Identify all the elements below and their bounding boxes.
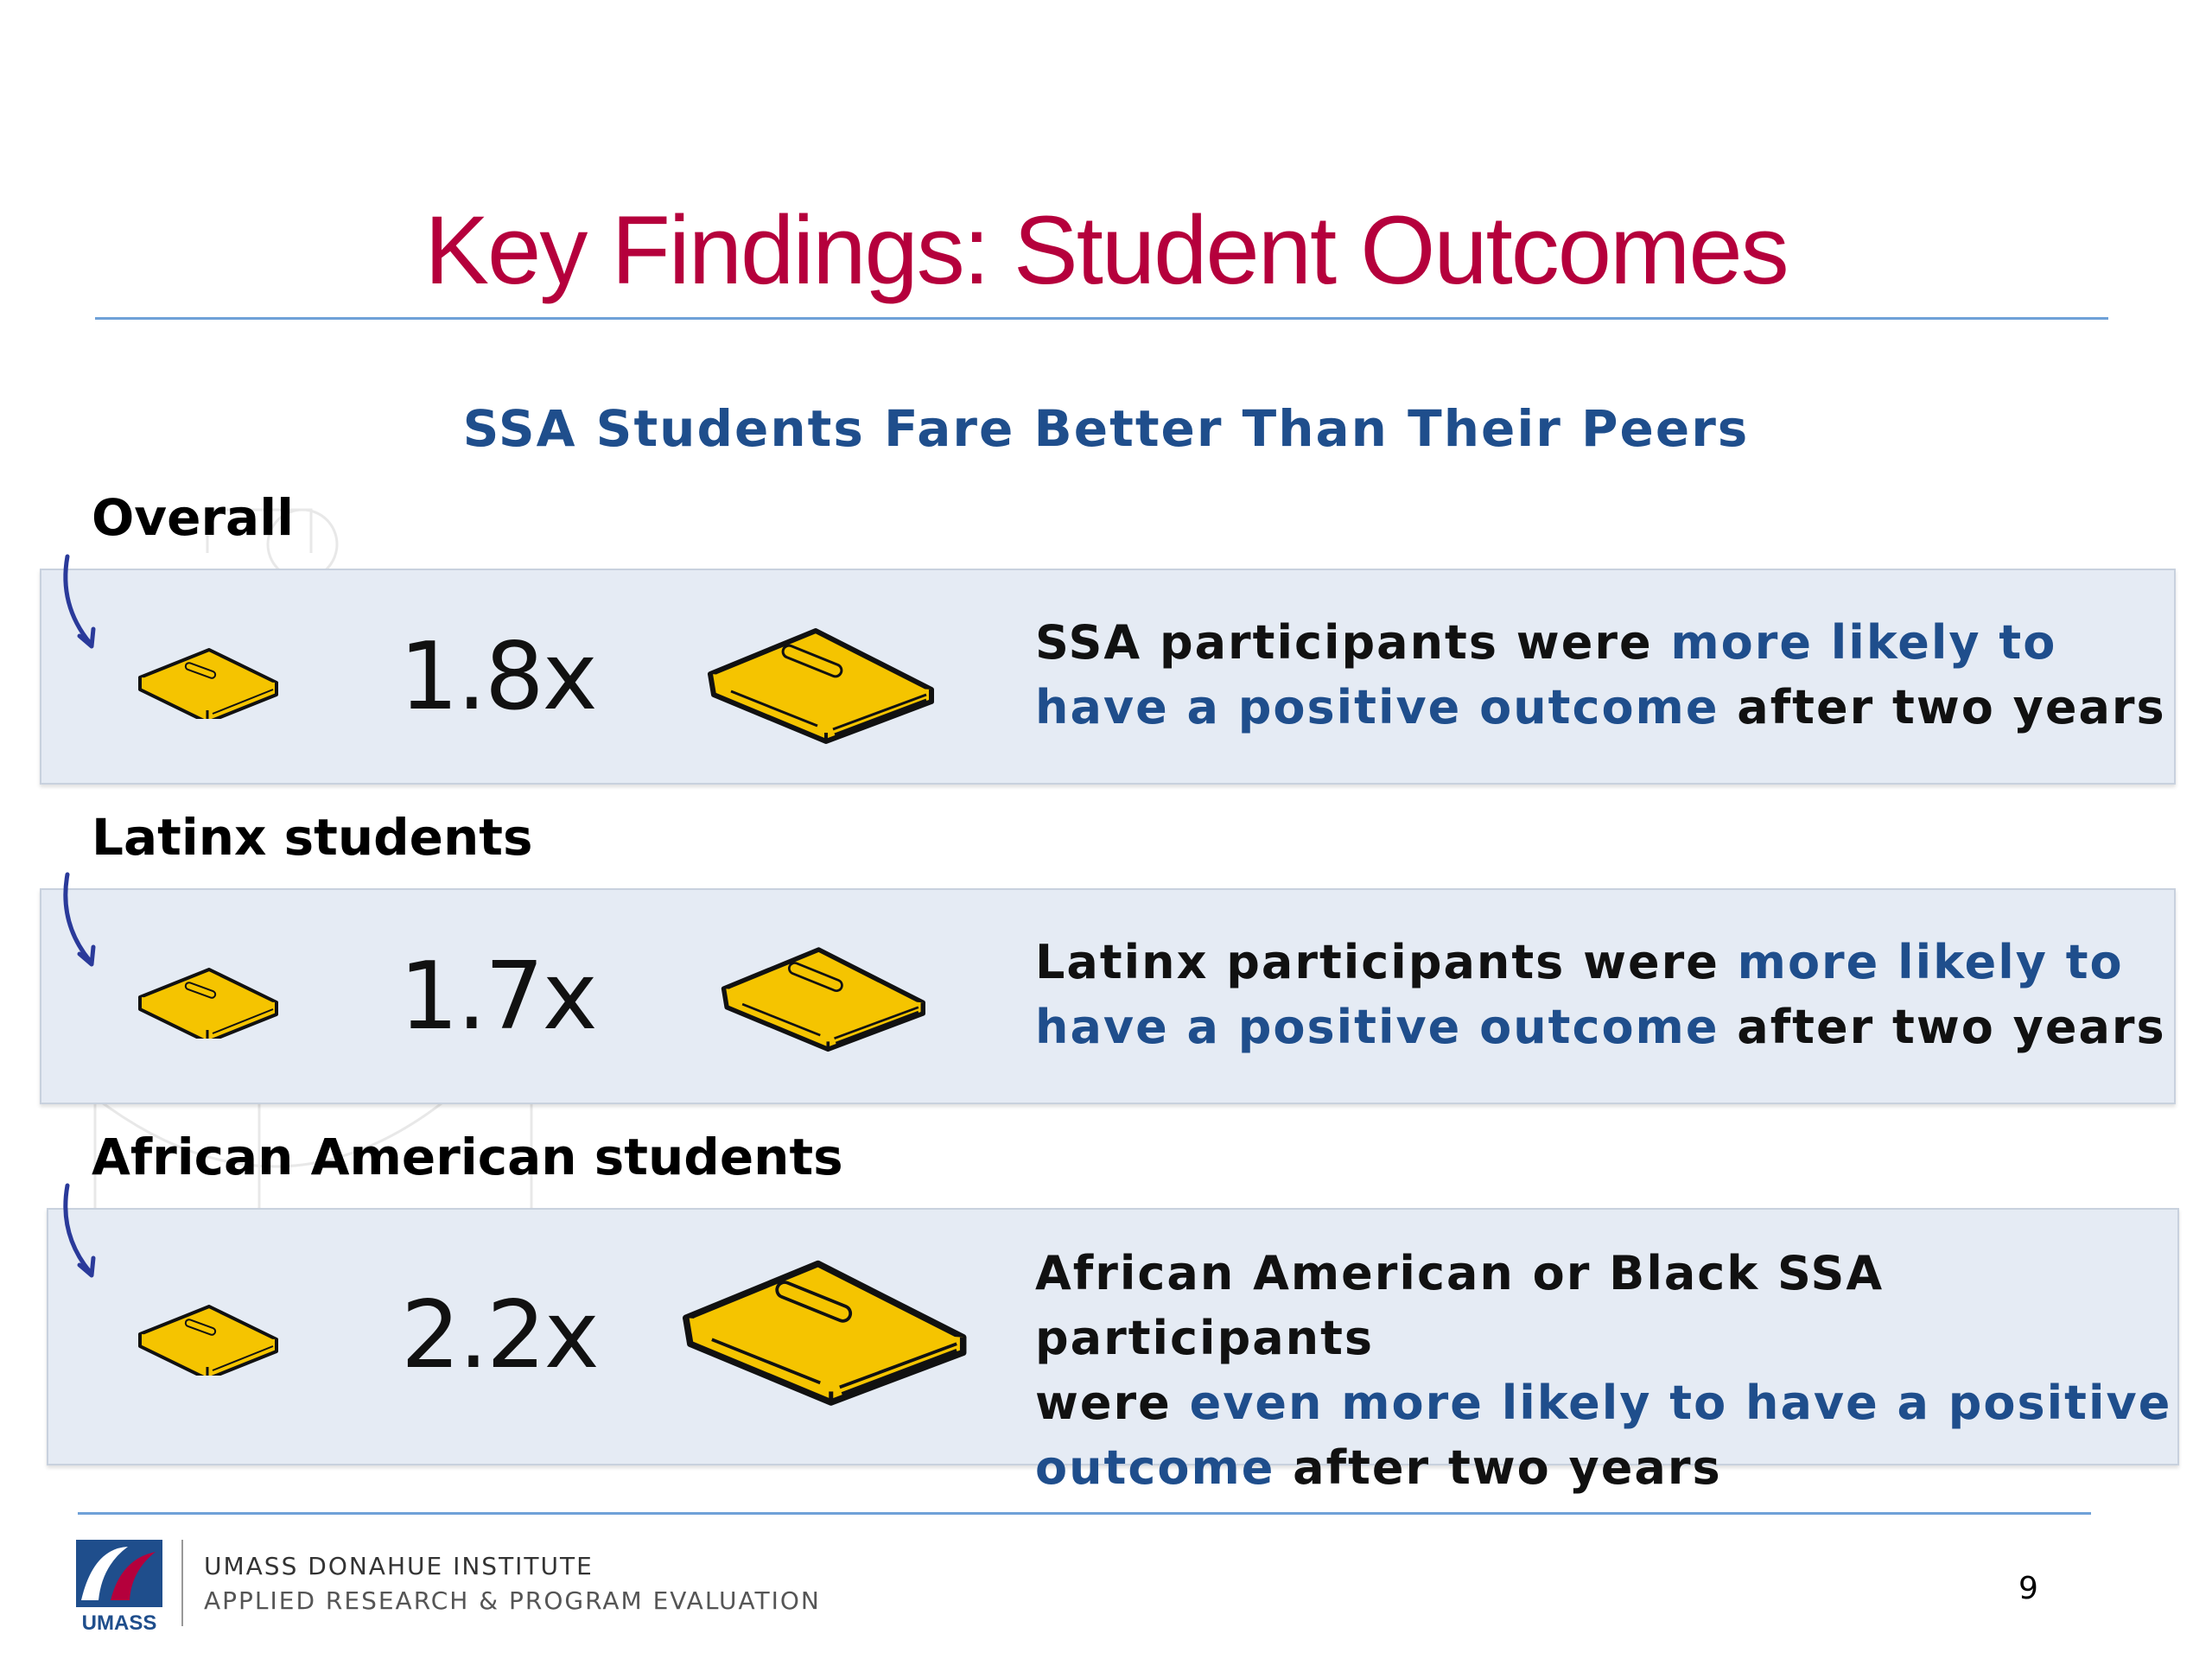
plain-text: after two years	[1719, 1000, 2166, 1054]
highlight-text: have a positive outcome	[1035, 680, 1719, 734]
book-icon	[138, 648, 278, 719]
finding-line: have a positive outcome after two years	[1035, 995, 2176, 1059]
plain-text: SSA participants were	[1035, 615, 1671, 670]
plain-text: Latinx participants were	[1035, 935, 1738, 989]
row-label-african-american: African American students	[92, 1128, 843, 1186]
finding-band-latinx	[40, 888, 2176, 1104]
row-label-overall: Overall	[92, 488, 294, 547]
ratio-value-african-american: 2.2x	[401, 1281, 600, 1389]
highlight-text: outcome	[1035, 1440, 1275, 1495]
finding-line: SSA participants were more likely to	[1035, 610, 2176, 675]
finding-line: have a positive outcome after two years	[1035, 675, 2176, 740]
title-rule	[95, 317, 2108, 320]
footer-org-name: UMASS DONAHUE INSTITUTE	[204, 1552, 594, 1580]
finding-text-african-american: African American or Black SSA participan…	[1035, 1241, 2176, 1500]
footer-rule	[78, 1512, 2091, 1515]
curved-arrow-icon	[63, 1183, 96, 1278]
book-icon-large	[683, 1260, 967, 1406]
book-icon	[138, 968, 278, 1039]
highlight-text: more likely to	[1737, 935, 2124, 989]
finding-text-latinx: Latinx participants were more likely to …	[1035, 930, 2176, 1059]
curved-arrow-icon	[63, 872, 96, 967]
book-icon-large	[721, 947, 925, 1052]
footer-org-department: APPLIED RESEARCH & PROGRAM EVALUATION	[204, 1586, 821, 1615]
ratio-value-overall: 1.8x	[399, 623, 598, 731]
curved-arrow-icon	[63, 554, 96, 649]
highlight-text: have a positive outcome	[1035, 1000, 1719, 1054]
highlight-text: more likely to	[1670, 615, 2057, 670]
finding-line: African American or Black SSA participan…	[1035, 1241, 2176, 1370]
ratio-value-latinx: 1.7x	[399, 943, 598, 1051]
row-label-latinx: Latinx students	[92, 808, 533, 867]
page-number: 9	[2018, 1571, 2038, 1606]
book-icon	[138, 1305, 278, 1376]
plain-text: after two years	[1274, 1440, 1722, 1495]
finding-line: outcome after two years	[1035, 1435, 2176, 1500]
finding-band-overall	[40, 569, 2176, 785]
plain-text: after two years	[1719, 680, 2166, 734]
umass-logo: UMASS	[76, 1540, 162, 1635]
finding-band-african-american	[47, 1208, 2179, 1465]
book-icon-large	[708, 628, 934, 744]
footer-divider	[181, 1540, 183, 1626]
logo-text: UMASS	[82, 1611, 157, 1635]
slide-subtitle: SSA Students Fare Better Than Their Peer…	[462, 399, 1750, 458]
finding-line: Latinx participants were more likely to	[1035, 930, 2176, 995]
finding-line: were even more likely to have a positive	[1035, 1370, 2176, 1435]
finding-text-overall: SSA participants were more likely to hav…	[1035, 610, 2176, 740]
plain-text: were	[1035, 1376, 1190, 1430]
highlight-text: even more likely to have a positive	[1189, 1376, 2172, 1430]
slide-title: Key Findings: Student Outcomes	[424, 196, 1789, 304]
plain-text: African American or Black SSA participan…	[1035, 1246, 1885, 1365]
